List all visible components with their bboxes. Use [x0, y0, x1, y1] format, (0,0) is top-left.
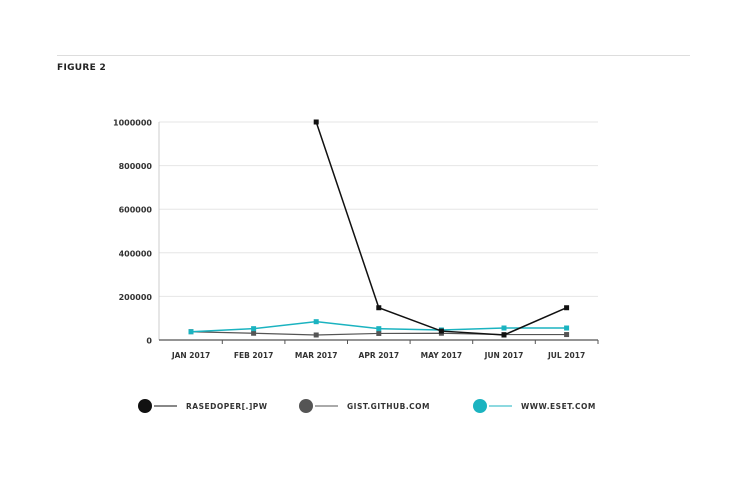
top-rule	[57, 55, 690, 56]
data-point	[564, 305, 570, 311]
legend-swatch	[138, 399, 152, 413]
data-point	[313, 332, 319, 338]
series-line	[315, 121, 567, 336]
x-tick-label: JUL 2017	[547, 351, 585, 360]
y-tick-label: 200000	[119, 293, 153, 302]
figure-label: FIGURE 2	[57, 63, 107, 73]
legend-label: RASEDOPER[.]PW	[186, 402, 268, 411]
data-point	[313, 119, 319, 125]
legend-label: WWW.ESET.COM	[521, 402, 596, 411]
data-point	[376, 305, 382, 311]
data-point	[376, 330, 382, 336]
legend-item: RASEDOPER[.]PW	[138, 399, 268, 413]
y-tick-label: 800000	[119, 162, 153, 171]
data-point	[564, 332, 570, 338]
data-point	[376, 326, 382, 332]
data-point	[501, 325, 507, 331]
x-tick-label: MAY 2017	[421, 351, 462, 360]
data-point	[501, 332, 507, 338]
data-point	[251, 330, 257, 336]
legend-item: GIST.GITHUB.COM	[299, 399, 430, 413]
y-tick-label: 0	[146, 337, 152, 346]
y-tick-label: 1000000	[113, 119, 152, 128]
data-point	[438, 328, 444, 334]
x-tick-label: JAN 2017	[171, 351, 210, 360]
data-point	[313, 319, 319, 325]
legend-label: GIST.GITHUB.COM	[347, 402, 430, 411]
x-tick-label: MAR 2017	[295, 351, 338, 360]
x-tick-label: APR 2017	[359, 351, 400, 360]
x-tick-label: FEB 2017	[234, 351, 273, 360]
legend-swatch	[299, 399, 313, 413]
y-tick-label: 400000	[119, 249, 153, 258]
legend-swatch	[473, 399, 487, 413]
data-point	[564, 325, 570, 331]
legend-item: WWW.ESET.COM	[473, 399, 596, 413]
x-tick-label: JUN 2017	[484, 351, 524, 360]
data-point	[251, 326, 257, 332]
y-tick-label: 600000	[119, 206, 153, 215]
data-point	[188, 329, 194, 335]
